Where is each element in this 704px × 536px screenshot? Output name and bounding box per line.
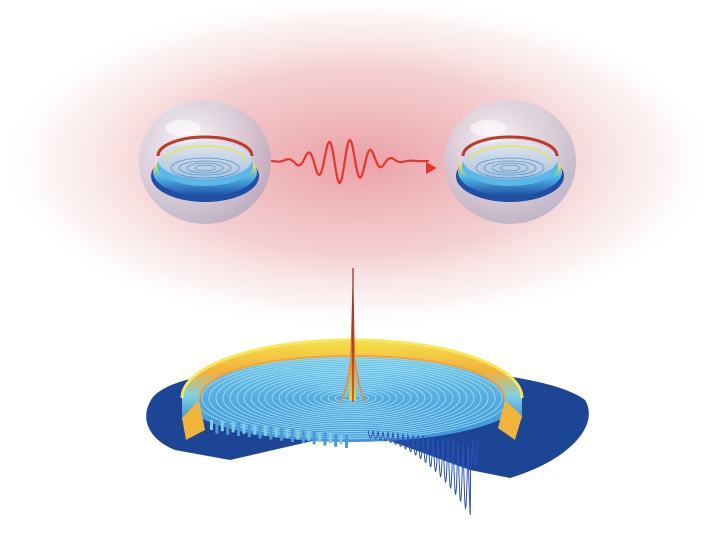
arrow-head-icon xyxy=(426,162,437,174)
mode-field-plot xyxy=(146,268,589,515)
left-resonator xyxy=(139,100,271,224)
rim-wall xyxy=(182,340,522,420)
hanging-field-trace xyxy=(367,429,479,515)
wave-packet-arrow xyxy=(270,139,437,184)
background-cloud xyxy=(0,0,704,330)
right-resonator xyxy=(444,100,576,224)
cutaway-face xyxy=(210,420,348,448)
